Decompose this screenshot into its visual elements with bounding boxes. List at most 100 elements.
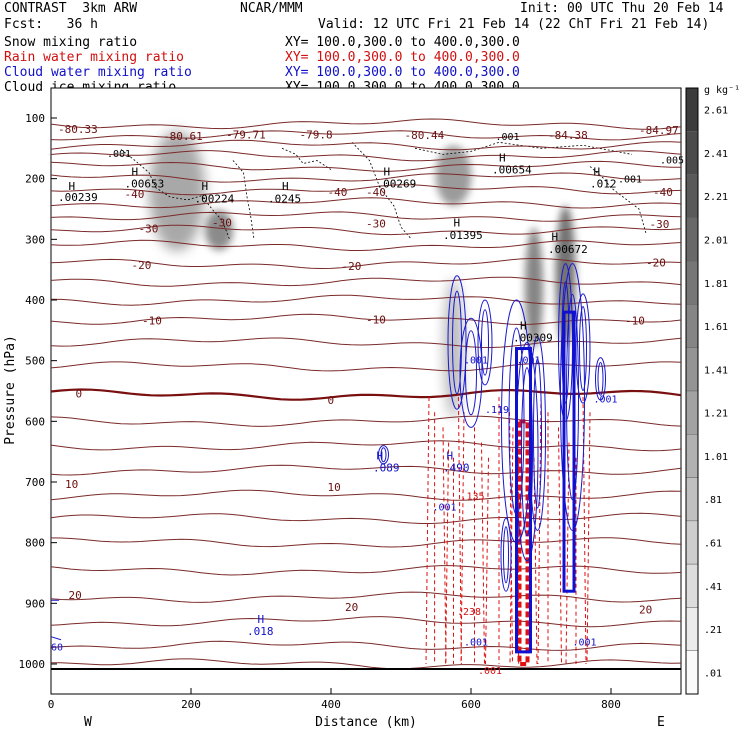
maximum-marker: H xyxy=(132,165,139,178)
maximum-marker: H xyxy=(282,180,289,193)
colorbar-swatch xyxy=(685,347,699,392)
terrain-line xyxy=(414,141,633,155)
maximum-value-label: .00224 xyxy=(195,193,235,206)
colorbar-swatch xyxy=(685,390,699,435)
terrain-line xyxy=(351,142,412,240)
contour-value-label: .001 xyxy=(464,638,488,649)
temperature-contour xyxy=(50,197,682,209)
temperature-contour xyxy=(50,258,682,270)
run-title: CONTRAST 3km ARW xyxy=(4,1,138,16)
contour-value-label: .001 xyxy=(433,502,457,513)
cloud-water-core xyxy=(515,347,532,654)
colorbar-label: .61 xyxy=(704,539,722,550)
cloud-water-contour xyxy=(503,526,509,584)
temperature-contour-label: -40 xyxy=(125,188,145,201)
maximum-marker: H xyxy=(594,165,601,178)
ice-snow-shading xyxy=(525,227,543,348)
temperature-contour xyxy=(50,172,682,183)
temperature-contour-label: -10 xyxy=(366,313,386,326)
cloud-water-contours xyxy=(50,263,606,654)
y-tick-label: 1000 xyxy=(19,658,46,671)
contour-value-label: .001 xyxy=(573,638,597,649)
center-name: NCAR/MMM xyxy=(240,1,303,16)
colorbar-label: .21 xyxy=(704,625,722,636)
y-tick-label: 500 xyxy=(25,355,45,368)
x-tick-label: 200 xyxy=(181,698,201,711)
colorbar-swatch xyxy=(685,87,699,132)
colorbar-swatch xyxy=(685,434,699,478)
temperature-contour-label: -80.61 xyxy=(163,130,203,143)
temperature-contour-label: -79.71 xyxy=(226,128,266,141)
maximum-value-label: .089 xyxy=(373,461,400,474)
temperature-contour xyxy=(50,440,682,452)
temperature-contour-label: -20 xyxy=(132,259,152,272)
x-tick-label: 0 xyxy=(48,698,55,711)
temperature-contour xyxy=(50,224,682,236)
maximum-value-label: .018 xyxy=(247,625,274,638)
temperature-contour-label: -20 xyxy=(646,256,666,269)
cloud-water-contour xyxy=(595,357,606,401)
x-axis-label: Distance (km) xyxy=(315,715,417,730)
maximum-value-label: .490 xyxy=(443,461,470,474)
rain-contour xyxy=(485,457,489,665)
terrain-line xyxy=(589,166,647,234)
temperature-contour xyxy=(50,591,682,603)
colorbar-swatch xyxy=(685,304,699,348)
temperature-contour-label: 20 xyxy=(345,601,358,614)
temperature-contour xyxy=(50,139,682,151)
maximum-value-label: .012 xyxy=(590,178,617,191)
ice-snow-shading xyxy=(205,210,233,251)
maximum-marker: H xyxy=(377,449,384,462)
rain-contour xyxy=(445,442,450,665)
contour-value-label: .001 xyxy=(496,132,520,143)
temperature-contour xyxy=(50,294,682,306)
colorbar-swatch xyxy=(685,217,699,262)
temperature-contour-label: -84.38 xyxy=(548,129,588,142)
cloud-water-contour xyxy=(533,358,542,509)
temperature-contour-label: -30 xyxy=(366,218,386,231)
colorbar-label: 1.01 xyxy=(704,452,728,463)
field-cloudwater-name: Cloud water mixing ratio xyxy=(4,65,192,80)
y-tick-label: 100 xyxy=(25,112,45,125)
colorbar-label: 1.61 xyxy=(704,322,728,333)
maximum-value-label: .01395 xyxy=(443,229,483,242)
cloud-water-contour xyxy=(380,447,387,463)
forecast-hour: Fcst: 36 h xyxy=(4,17,98,32)
y-tick-label: 800 xyxy=(25,537,45,550)
contour-value-label: .001 xyxy=(618,175,642,186)
temperature-contour-label: -84.97 xyxy=(639,124,679,137)
maximum-value-label: .00269 xyxy=(377,178,417,191)
cloud-water-contour xyxy=(597,362,604,396)
temperature-contour xyxy=(50,464,682,476)
field-rain-name: Rain water mixing ratio xyxy=(4,50,185,65)
rain-contour xyxy=(457,397,462,665)
maximum-value-label: .00653 xyxy=(125,178,165,191)
colorbar-frame xyxy=(685,87,699,695)
ice-snow-shading xyxy=(443,278,464,419)
temperature-contour-label: 20 xyxy=(69,589,82,602)
temperature-contour-label: -30 xyxy=(212,216,232,229)
maximum-value-label: .00672 xyxy=(548,243,588,256)
temperature-contour-label: 0 xyxy=(328,394,335,407)
cloud-water-core xyxy=(562,310,576,593)
temperature-contour-label: -79.8 xyxy=(300,128,333,141)
colorbar-label: 1.21 xyxy=(704,409,728,420)
init-time: Init: 00 UTC Thu 20 Feb 14 xyxy=(520,1,724,16)
cloud-water-contour xyxy=(575,293,591,404)
rain-contour xyxy=(425,397,430,665)
x-tick-label: 600 xyxy=(461,698,481,711)
rain-contour xyxy=(558,427,562,665)
rain-contour xyxy=(537,397,542,665)
contour-value-label: .001 xyxy=(517,355,541,366)
temperature-contour xyxy=(50,150,682,162)
colorbar-label: .41 xyxy=(704,582,722,593)
ice-snow-shading xyxy=(149,130,205,251)
temperature-contour-label: 0 xyxy=(76,387,83,400)
temperature-contour-label: -80.33 xyxy=(58,123,98,136)
temperature-contour xyxy=(50,388,682,401)
terrain-line xyxy=(232,160,255,240)
temperature-contour xyxy=(50,130,682,141)
rain-contour xyxy=(481,442,485,665)
x-tick-label: 800 xyxy=(601,698,621,711)
